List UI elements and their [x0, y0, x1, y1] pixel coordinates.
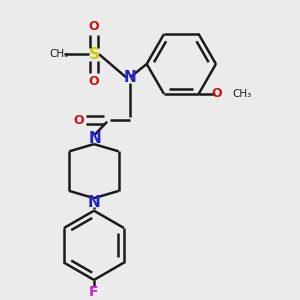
Text: CH₃: CH₃ — [50, 49, 69, 59]
Text: O: O — [89, 20, 99, 33]
Text: S: S — [88, 46, 100, 62]
Text: O: O — [89, 75, 99, 88]
Text: CH₃: CH₃ — [232, 89, 252, 99]
Text: O: O — [73, 114, 84, 127]
Text: N: N — [124, 70, 136, 85]
Text: N: N — [88, 131, 101, 146]
Text: F: F — [89, 285, 99, 299]
Text: O: O — [212, 88, 222, 100]
Text: N: N — [88, 195, 100, 210]
